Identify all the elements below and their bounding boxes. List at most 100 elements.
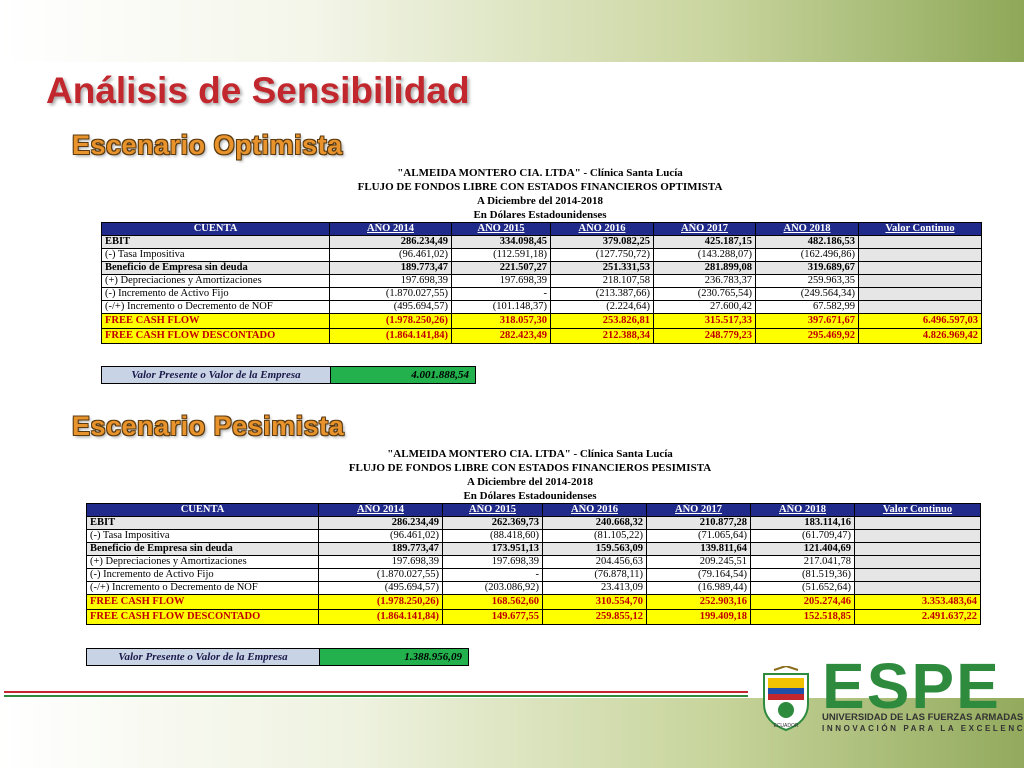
- cell-value: 262.369,73: [442, 516, 543, 530]
- cell-value: 210.877,28: [646, 516, 751, 530]
- cell-value: 253.826,81: [550, 313, 654, 329]
- row-label: FREE CASH FLOW DESCONTADO: [86, 609, 319, 625]
- cell-value: 189.773,47: [329, 261, 452, 275]
- slide-title: Análisis de Sensibilidad: [46, 70, 470, 111]
- cell-value: 139.811,64: [646, 542, 751, 556]
- cell-value: (96.461,02): [318, 529, 443, 543]
- cell-value: (1.870.027,55): [318, 568, 443, 582]
- column-header: AÑO 2018: [755, 222, 859, 236]
- cell-value: 199.409,18: [646, 609, 751, 625]
- cell-value: (127.750,72): [550, 248, 654, 262]
- row-label: (+) Depreciaciones y Amortizaciones: [86, 555, 319, 569]
- cell-value: (96.461,02): [329, 248, 452, 262]
- cell-value: (213.387,66): [550, 287, 654, 301]
- cell-value: 3.353.483,64: [854, 594, 981, 610]
- row-label: Beneficio de Empresa sin deuda: [86, 542, 319, 556]
- optimista-present-value: Valor Presente o Valor de la Empresa 4.0…: [101, 366, 476, 384]
- cell-value: 295.469,92: [755, 328, 859, 344]
- cell-value: 248.779,23: [653, 328, 756, 344]
- cell-value: 397.671,67: [755, 313, 859, 329]
- pesimista-title: Escenario Pesimista: [72, 411, 345, 441]
- cell-value: (495.694,57): [329, 300, 452, 314]
- cell-value: (79.164,54): [646, 568, 751, 582]
- table-header-row: CUENTA AÑO 2014 AÑO 2015 AÑO 2016 AÑO 2017 AÑ…: [101, 222, 982, 236]
- cell-value: 236.783,37: [653, 274, 756, 288]
- cell-value: 319.689,67: [755, 261, 859, 275]
- table-row: (-) Tasa Impositiva (96.461,02) (112.591,1…: [101, 248, 982, 262]
- cell-value: 204.456,63: [542, 555, 647, 569]
- cell-value: [854, 529, 981, 543]
- table-row: (-/+) Incremento o Decremento de NOF (495…: [86, 581, 981, 595]
- table-row: FREE CASH FLOW DESCONTADO (1.864.141,84) 2…: [101, 328, 982, 344]
- column-header: AÑO 2017: [646, 503, 751, 517]
- pesimista-company: "ALMEIDA MONTERO CIA. LTDA" - Clínica Sa…: [387, 448, 673, 460]
- cell-value: 221.507,27: [451, 261, 551, 275]
- cell-value: (1.978.250,26): [329, 313, 452, 329]
- table-row: (-) Tasa Impositiva (96.461,02) (88.418,60…: [86, 529, 981, 543]
- cell-value: [858, 248, 982, 262]
- column-header: AÑO 2017: [653, 222, 756, 236]
- cell-value: 217.041,78: [750, 555, 855, 569]
- table-row: (-/+) Incremento o Decremento de NOF (495…: [101, 300, 982, 314]
- cell-value: 159.563,09: [542, 542, 647, 556]
- present-value-amount: 4.001.888,54: [331, 367, 475, 383]
- green-rule-line: [4, 695, 748, 697]
- cell-value: [858, 300, 982, 314]
- pesimista-present-value: Valor Presente o Valor de la Empresa 1.3…: [86, 648, 469, 666]
- cell-value: 197.698,39: [442, 555, 543, 569]
- cell-value: [854, 568, 981, 582]
- table-row: EBIT 286.234,49 262.369,73 240.668,32 210.87…: [86, 516, 981, 530]
- column-header: Valor Continuo: [858, 222, 982, 236]
- cell-value: 152.518,85: [750, 609, 855, 625]
- cell-value: (1.978.250,26): [318, 594, 443, 610]
- optimista-title: Escenario Optimista: [72, 130, 343, 160]
- cell-value: 282.423,49: [451, 328, 551, 344]
- table-row: (+) Depreciaciones y Amortizaciones 197.6…: [101, 274, 982, 288]
- present-value-label: Valor Presente o Valor de la Empresa: [102, 367, 331, 383]
- cell-value: (2.224,64): [550, 300, 654, 314]
- table-header-row: CUENTA AÑO 2014 AÑO 2015 AÑO 2016 AÑO 2017 AÑ…: [86, 503, 981, 517]
- cell-value: 259.963,35: [755, 274, 859, 288]
- row-label: Beneficio de Empresa sin deuda: [101, 261, 330, 275]
- top-decorative-band: [0, 0, 1024, 62]
- cell-value: (81.105,22): [542, 529, 647, 543]
- cell-value: (76.878,11): [542, 568, 647, 582]
- espe-wordmark: ESPE: [822, 650, 1001, 722]
- pesimista-report-name: FLUJO DE FONDOS LIBRE CON ESTADOS FINANC…: [348, 462, 712, 474]
- optimista-company: "ALMEIDA MONTERO CIA. LTDA" - Clínica Sa…: [397, 167, 683, 179]
- present-value-label: Valor Presente o Valor de la Empresa: [87, 649, 320, 665]
- column-header: AÑO 2015: [451, 222, 551, 236]
- column-header: AÑO 2015: [442, 503, 543, 517]
- optimista-period: A Diciembre del 2014-2018: [477, 195, 603, 207]
- cell-value: [858, 287, 982, 301]
- cell-value: 197.698,39: [329, 274, 452, 288]
- cell-value: 67.582,99: [755, 300, 859, 314]
- optimista-report-name: FLUJO DE FONDOS LIBRE CON ESTADOS FINANC…: [357, 181, 723, 193]
- cell-value: 173.951,13: [442, 542, 543, 556]
- row-label: EBIT: [101, 235, 330, 249]
- column-header: CUENTA: [101, 222, 330, 236]
- cell-value: [854, 581, 981, 595]
- cell-value: 149.677,55: [442, 609, 543, 625]
- cell-value: (81.519,36): [750, 568, 855, 582]
- cell-value: 4.826.969,42: [858, 328, 982, 344]
- cell-value: 189.773,47: [318, 542, 443, 556]
- cell-value: (203.086,92): [442, 581, 543, 595]
- cell-value: 121.404,69: [750, 542, 855, 556]
- cell-value: 318.057,30: [451, 313, 551, 329]
- row-label: (-/+) Incremento o Decremento de NOF: [86, 581, 319, 595]
- table-row: FREE CASH FLOW (1.978.250,26) 168.562,60 31…: [86, 594, 981, 610]
- cell-value: [858, 274, 982, 288]
- column-header: AÑO 2018: [750, 503, 855, 517]
- shield-caption: ECUADOR: [773, 723, 798, 729]
- cell-value: (1.870.027,55): [329, 287, 452, 301]
- cell-value: 209.245,51: [646, 555, 751, 569]
- cell-value: (1.864.141,84): [329, 328, 452, 344]
- table-row: (+) Depreciaciones y Amortizaciones 197.6…: [86, 555, 981, 569]
- column-header: CUENTA: [86, 503, 319, 517]
- cell-value: (101.148,37): [451, 300, 551, 314]
- cell-value: 252.903,16: [646, 594, 751, 610]
- table-row: Beneficio de Empresa sin deuda 189.773,47…: [101, 261, 982, 275]
- optimista-currency: En Dólares Estadounidenses: [473, 209, 607, 221]
- cell-value: (143.288,07): [653, 248, 756, 262]
